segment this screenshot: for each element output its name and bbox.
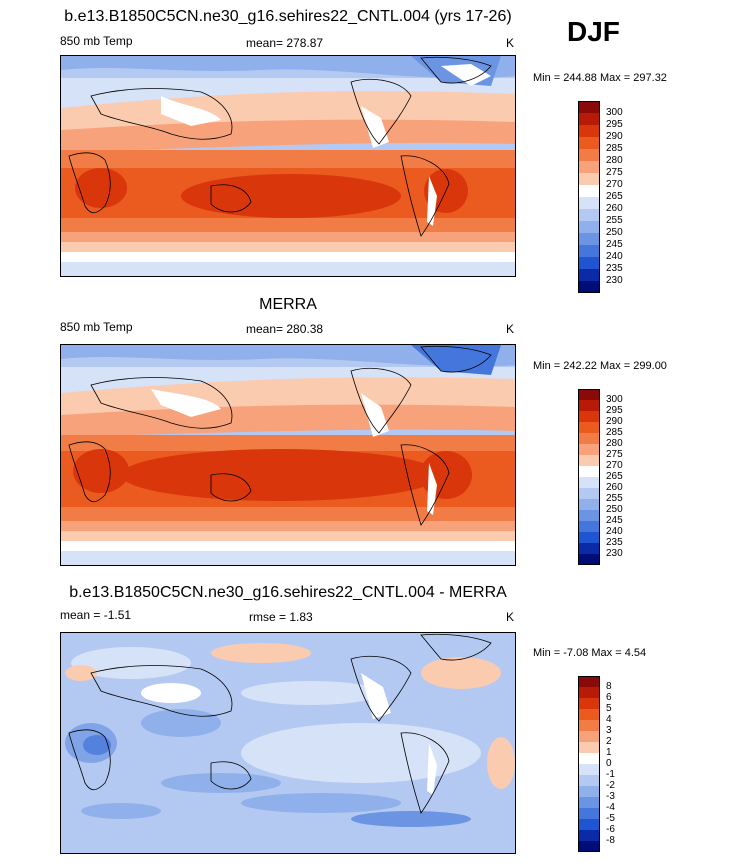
panel-2-minmax: Min = 242.22 Max = 299.00: [533, 360, 667, 372]
panel-1-colorbar-label: 300: [606, 107, 623, 118]
panel-2-colorbar-label: 240: [606, 526, 623, 537]
panel-3-colorbar-label: 3: [606, 725, 612, 736]
panel-2-colorbar-label: 275: [606, 449, 623, 460]
panel-3-colorbar-label: 8: [606, 681, 612, 692]
panel-1-colorbar-label: 285: [606, 143, 623, 154]
panel-3-colorbar-label: -6: [606, 824, 615, 835]
panel-1-minmax: Min = 244.88 Max = 297.32: [533, 72, 667, 84]
panel-2-colorbar-label: 230: [606, 548, 623, 559]
panel-1-colorbar-label: 280: [606, 155, 623, 166]
panel-1-colorbar-label: 290: [606, 131, 623, 142]
season-label: DJF: [567, 16, 620, 47]
panel-2-colorbar-label: 285: [606, 427, 623, 438]
panel-3-unit-label: K: [506, 610, 515, 624]
panel-3-colorbar-label: 2: [606, 736, 612, 747]
panel-2-colorbar-label: 280: [606, 438, 623, 449]
panel-3-colorbar-label: -1: [606, 769, 615, 780]
panel-2-colorbar-label: 265: [606, 471, 623, 482]
panel-3-colorbar-label: -8: [606, 835, 615, 846]
panel-2-colorbar-label: 235: [606, 537, 623, 548]
panel-1-mean-label: mean= 278.87: [246, 36, 324, 50]
panel-3-title: b.e13.B1850C5CN.ne30_g16.sehires22_CNTL.…: [69, 584, 507, 601]
panel-3-rmse-label: rmse = 1.83: [249, 610, 313, 624]
panel-2-colorbar-label: 260: [606, 482, 623, 493]
panel-1-map-field: [61, 56, 515, 276]
panel-1-colorbar-label: 240: [606, 251, 623, 262]
panel-1-colorbar-label: 230: [606, 275, 623, 286]
panel-3-colorbar-label: -4: [606, 802, 615, 813]
panel-3-minmax: Min = -7.08 Max = 4.54: [533, 647, 647, 659]
panel-3-colorbar-label: -3: [606, 791, 615, 802]
panel-3-colorbar-label: 6: [606, 692, 612, 703]
panel-1-colorbar-label: 245: [606, 239, 623, 250]
panel-1-colorbar-label: 295: [606, 119, 623, 130]
panel-1-colorbar-label: 260: [606, 203, 623, 214]
panel-2-colorbar-label: 295: [606, 405, 623, 416]
panel-2-mean-label: mean= 280.38: [246, 322, 324, 336]
panel-2-colorbar-label: 255: [606, 493, 623, 504]
panel-3-colorbar-label: 5: [606, 703, 612, 714]
panel-3-colorbar-label: 4: [606, 714, 612, 725]
panel-3-map: [60, 632, 516, 854]
panel-2-colorbar-label: 250: [606, 504, 623, 515]
panel-2-title: MERRA: [259, 296, 317, 313]
panel-1-unit-label: K: [506, 36, 515, 50]
panel-3-colorbar-label: 0: [606, 758, 612, 769]
panel-3-colorbar-label: 1: [606, 747, 612, 758]
panel-3-colorbar-label: -2: [606, 780, 615, 791]
panel-1-colorbar-label: 265: [606, 191, 623, 202]
panel-1-colorbar-label: 235: [606, 263, 623, 274]
panel-1-title: b.e13.B1850C5CN.ne30_g16.sehires22_CNTL.…: [64, 8, 512, 25]
panel-2-colorbar-label: 270: [606, 460, 623, 471]
panel-3-colorbar-label: -5: [606, 813, 615, 824]
panel-2-map-field: [61, 345, 515, 565]
panel-1-colorbar-label: 275: [606, 167, 623, 178]
panel-1-map: [60, 55, 516, 277]
panel-3-mean-label: mean = -1.51: [60, 608, 132, 622]
panel-1-colorbar-label: 255: [606, 215, 623, 226]
panel-1-colorbar-label: 250: [606, 227, 623, 238]
panel-1-colorbar-label: 270: [606, 179, 623, 190]
panel-2-colorbar-label: 290: [606, 416, 623, 427]
panel-2-colorbar-frame: [578, 389, 600, 565]
panel-3-colorbar-frame: [578, 676, 600, 852]
panel-2-map: [60, 344, 516, 566]
panel-1-colorbar-frame: [578, 101, 600, 293]
panel-1-variable-label: 850 mb Temp: [60, 34, 133, 48]
panel-2-unit-label: K: [506, 322, 515, 336]
panel-2-variable-label: 850 mb Temp: [60, 320, 133, 334]
panel-2-colorbar-label: 300: [606, 394, 623, 405]
panel-3-map-field: [61, 633, 515, 853]
panel-2-colorbar-label: 245: [606, 515, 623, 526]
